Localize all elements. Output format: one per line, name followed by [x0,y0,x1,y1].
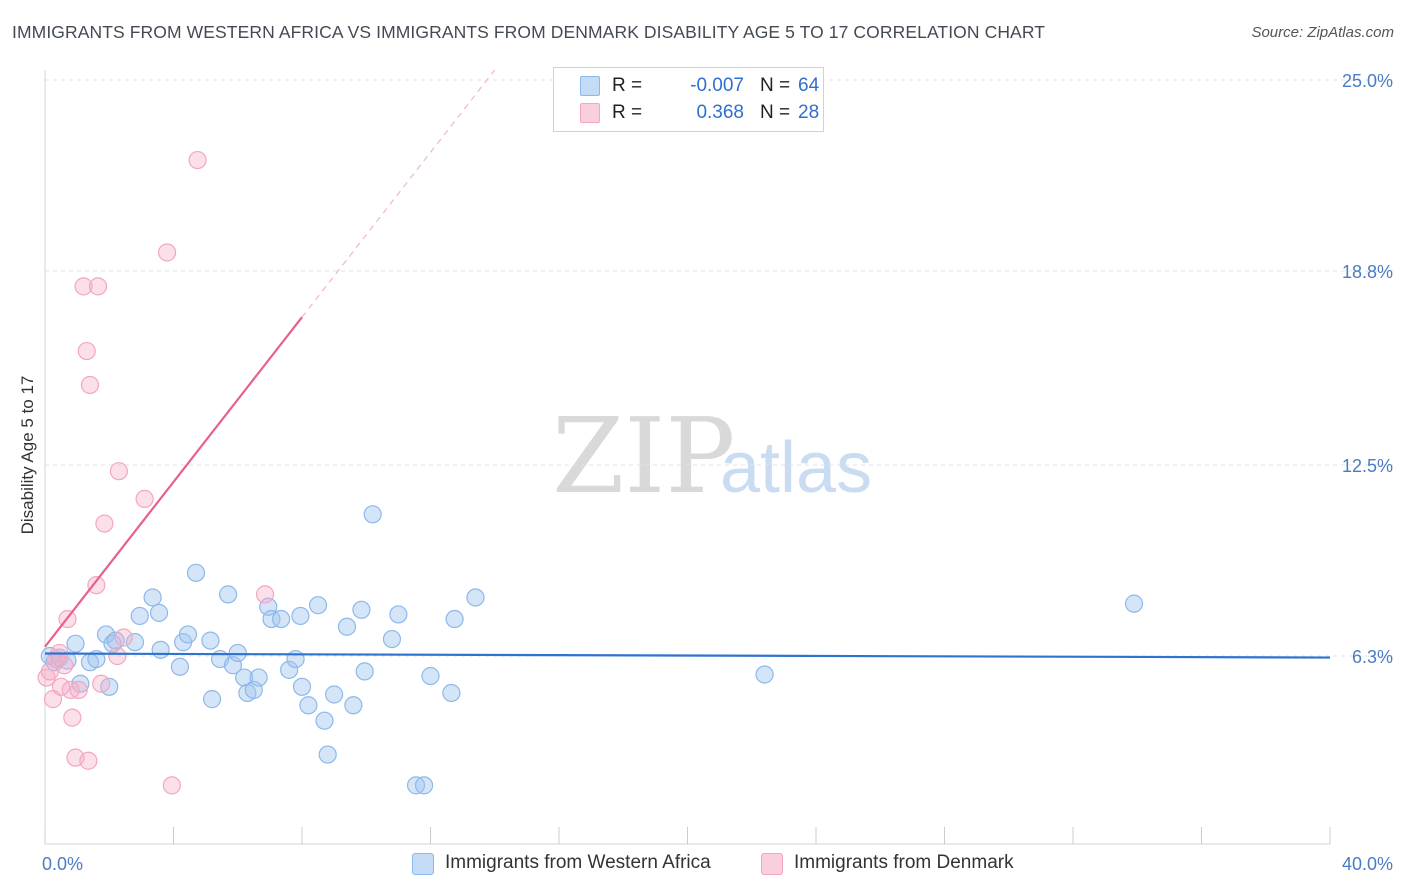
data-point-western-africa [299,696,318,715]
data-point-denmark [188,150,207,170]
data-point-western-africa [280,660,299,679]
data-point-denmark [92,674,111,693]
data-point-denmark [109,462,128,481]
data-point-western-africa [143,588,162,607]
data-point-denmark [255,585,275,604]
stats-swatch-blue [580,76,600,96]
data-point-western-africa [151,640,170,659]
trend-line-denmark [44,316,303,648]
data-point-western-africa [87,649,106,669]
data-point-western-africa [202,690,222,709]
data-point-denmark [108,646,127,666]
data-point-western-africa [66,634,85,653]
stats-n-value: 28 [798,102,820,123]
x-tick-label: 0.0% [42,854,83,874]
data-point-western-africa [363,505,382,524]
data-point-western-africa [421,666,440,686]
data-point-western-africa [442,683,461,703]
chart-title: IMMIGRANTS FROM WESTERN AFRICA VS IMMIGR… [12,22,1046,42]
legend-label: Immigrants from Western Africa [445,852,711,873]
data-point-western-africa [1124,594,1144,613]
data-point-denmark [88,277,108,296]
data-point-western-africa [235,668,254,687]
series-denmark [37,150,275,795]
data-point-western-africa [272,609,291,629]
source-label: Source: ZipAtlas.com [1251,24,1394,41]
stats-r-value: 0.368 [696,102,744,123]
data-point-western-africa [178,625,198,644]
y-tick-label: 12.5% [1342,456,1393,476]
trend-lines [44,69,1331,659]
data-point-western-africa [325,685,344,704]
axes [44,70,1331,845]
data-point-western-africa [308,596,328,615]
stats-r-label: R = [612,75,643,96]
data-point-denmark [74,277,93,296]
data-point-western-africa [96,625,116,644]
data-point-western-africa [344,696,363,715]
stats-r-value: -0.007 [690,75,744,96]
data-point-western-africa [292,677,312,696]
watermark-atlas: atlas [720,428,872,508]
data-point-western-africa [445,609,464,629]
stats-n-label: N = [760,102,791,123]
legend-label: Immigrants from Denmark [794,852,1014,873]
data-point-denmark [79,751,98,770]
data-point-western-africa [125,633,145,652]
data-point-denmark [77,341,96,361]
data-point-western-africa [466,588,485,607]
data-point-western-africa [318,745,337,764]
data-point-western-africa [170,657,190,676]
data-point-western-africa [291,606,310,626]
legend-swatch-blue [412,853,434,875]
data-point-denmark [87,576,106,595]
data-point-western-africa [130,606,149,626]
data-point-western-africa [355,662,374,681]
data-point-denmark [80,375,100,395]
data-point-denmark [162,776,181,795]
stats-n-label: N = [760,75,791,96]
data-point-denmark [95,514,114,533]
watermark-zip: ZIP [552,395,735,517]
trend-line-western-africa [44,652,1331,659]
data-point-western-africa [219,585,238,604]
data-point-western-africa [249,668,268,687]
legend-swatch-pink [761,853,783,875]
trend-line-denmark-extension [301,69,496,318]
data-point-western-africa [382,629,402,649]
data-point-western-africa [414,776,434,795]
data-point-western-africa [286,649,305,669]
data-point-western-africa [71,674,90,693]
stats-n-value: 64 [798,75,820,96]
data-point-denmark [135,489,154,509]
stats-r-label: R = [612,102,643,123]
y-tick-label: 25.0% [1342,71,1393,91]
data-point-western-africa [228,643,247,663]
y-tick-label: 6.3% [1352,647,1393,667]
data-point-denmark [157,243,177,262]
data-point-denmark [63,708,82,727]
stats-box: R = -0.007 N = 64 R = 0.368 N = 28 [553,67,824,132]
data-point-western-africa [262,609,281,629]
stats-swatch-pink [580,103,600,123]
series-western-africa [40,505,1144,795]
data-point-western-africa [389,605,408,624]
grid-lines [45,79,1394,657]
x-tick-label: 40.0% [1342,854,1393,874]
data-point-denmark [69,680,88,699]
data-point-western-africa [315,711,334,730]
data-point-western-africa [755,665,774,684]
data-point-western-africa [201,631,220,650]
y-tick-label: 18.8% [1342,262,1393,282]
data-point-western-africa [352,600,371,619]
data-point-denmark [114,628,133,647]
data-point-western-africa [186,563,206,582]
tick-labels: 6.3% 12.5% 18.8% 25.0% 0.0% 40.0% [42,71,1393,874]
data-point-western-africa [337,617,357,636]
data-point-western-africa [149,603,169,622]
